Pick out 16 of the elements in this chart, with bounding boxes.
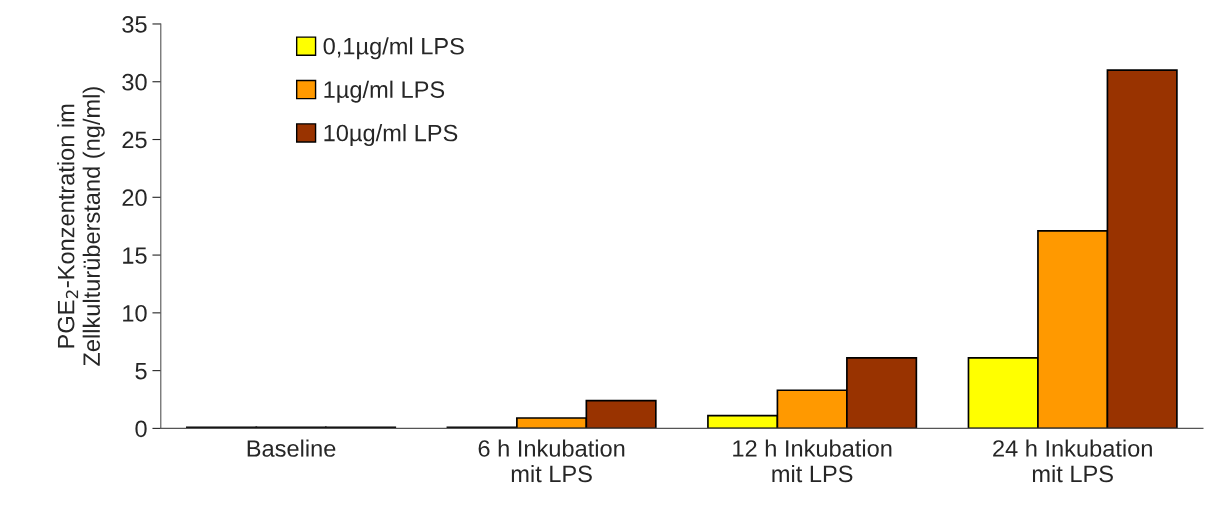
x-tick-label: 6 h Inkubation mit LPS bbox=[478, 439, 625, 483]
legend-label: 1µg/ml LPS bbox=[324, 80, 445, 103]
y-axis-title: PGE$_{2}$-Konzentration im Zellkulturüberstand (ng/ml) bbox=[57, 87, 105, 366]
y-tick-label: 35 bbox=[122, 16, 147, 33]
y-tick-label: 25 bbox=[122, 131, 147, 149]
y-tick-label: 10 bbox=[123, 304, 147, 322]
y-tick-label: 15 bbox=[123, 247, 147, 264]
y-tick-label: 20 bbox=[122, 189, 147, 207]
legend-label: 0,1µg/ml LPS bbox=[323, 37, 464, 60]
legend-label: 10µg/ml LPS bbox=[324, 124, 458, 147]
x-tick-label: 24 h Inkubation mit LPS bbox=[993, 439, 1152, 483]
x-tick-label: Baseline bbox=[247, 439, 336, 457]
y-tick-label: 30 bbox=[122, 73, 147, 91]
x-tick-label: 12 h Inkubation mit LPS bbox=[733, 439, 892, 483]
y-tick-label: 0 bbox=[135, 420, 147, 438]
y-tick-label: 5 bbox=[135, 362, 147, 380]
